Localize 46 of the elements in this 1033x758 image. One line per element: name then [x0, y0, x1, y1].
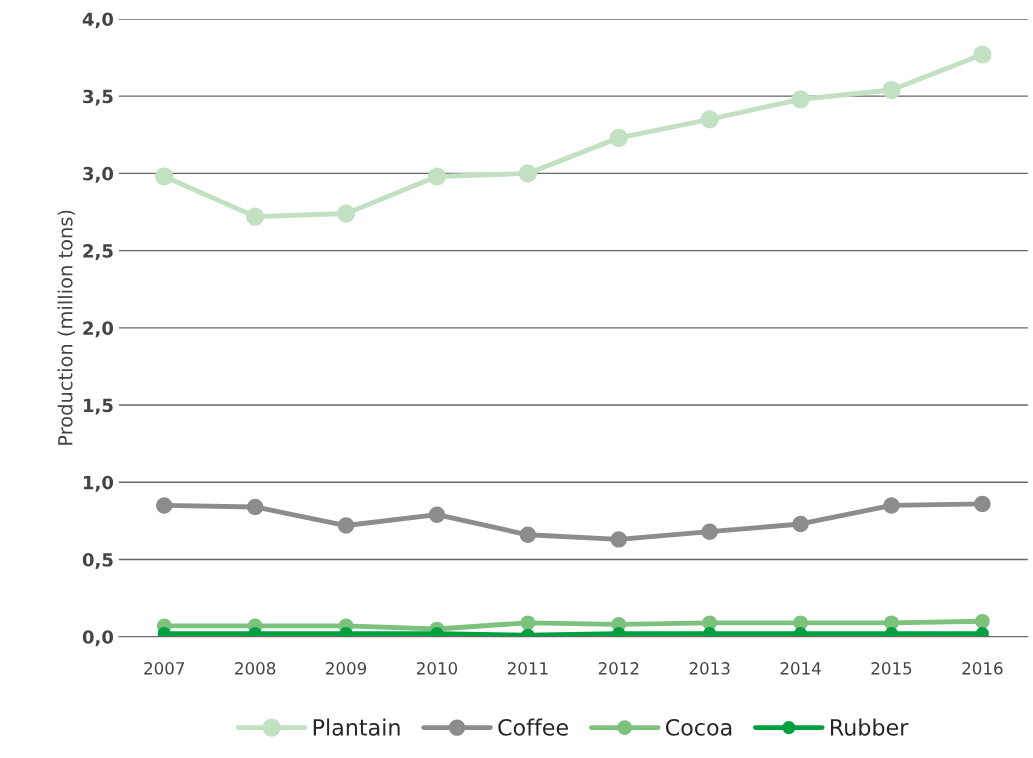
- point: [609, 128, 628, 147]
- point: [610, 531, 627, 548]
- x-tick-label: 2012: [598, 662, 639, 675]
- y-tick-label: 0,0: [82, 630, 114, 647]
- legend-label: Coffee: [498, 718, 568, 736]
- point: [700, 110, 719, 129]
- y-tick-label: 3,0: [83, 166, 114, 183]
- point: [791, 90, 810, 109]
- x-tick-label: 2008: [235, 662, 276, 675]
- y-tick-label: 4,0: [82, 12, 114, 29]
- legend-label: Rubber: [830, 718, 909, 736]
- point: [246, 207, 265, 226]
- point: [518, 164, 537, 183]
- x-tick-label: 2011: [507, 662, 548, 675]
- legend-label: Cocoa: [665, 718, 732, 736]
- point: [520, 615, 536, 631]
- x-tick-label: 2010: [416, 662, 458, 675]
- point: [519, 526, 537, 543]
- point: [975, 613, 990, 629]
- point: [883, 497, 900, 514]
- point: [792, 515, 809, 533]
- y-tick-label: 2,0: [83, 321, 114, 338]
- y-tick-label: 1,0: [83, 475, 114, 492]
- y-tick-label: 2,5: [83, 244, 113, 261]
- y-tick-label: 1,5: [83, 398, 113, 415]
- y-tick-label: 0,5: [82, 552, 113, 569]
- x-tick-label: 2014: [780, 662, 821, 675]
- point: [337, 517, 355, 534]
- x-tick-label: 2007: [144, 662, 185, 675]
- point: [337, 204, 356, 223]
- point: [974, 495, 991, 513]
- point: [427, 167, 446, 186]
- x-tick-label: 2016: [962, 662, 1003, 675]
- point: [701, 523, 718, 540]
- point: [246, 498, 264, 516]
- x-tick-label: 2009: [326, 662, 367, 675]
- x-tick-label: 2013: [689, 662, 730, 675]
- point: [428, 506, 446, 523]
- point: [155, 167, 174, 186]
- point: [882, 80, 901, 100]
- x-tick-label: 2015: [871, 662, 912, 675]
- point: [156, 497, 173, 514]
- y-axis-title: Production (million tons): [57, 210, 75, 445]
- legend-label: Plantain: [313, 718, 400, 736]
- point: [973, 45, 992, 64]
- y-tick-label: 3,5: [83, 89, 113, 106]
